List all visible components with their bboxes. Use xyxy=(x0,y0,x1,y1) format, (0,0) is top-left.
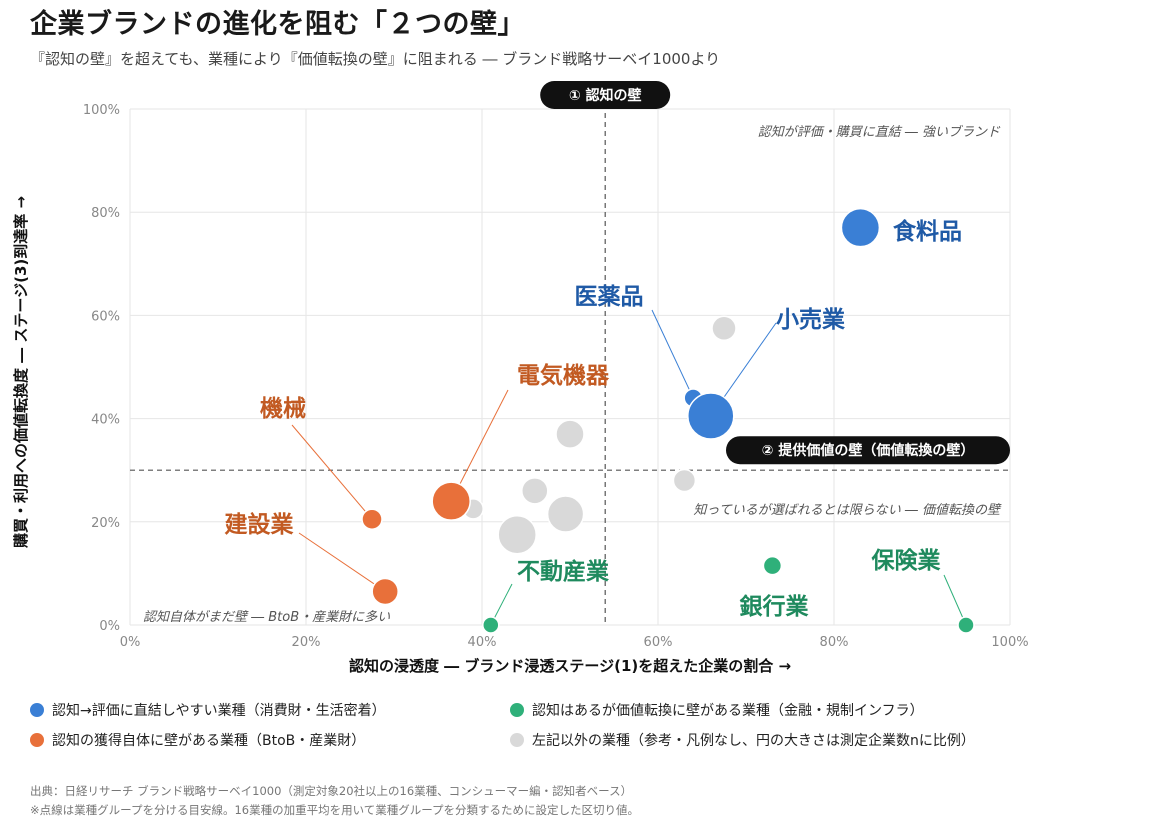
annotation-top-right: 認知が評価・購買に直結 ― 強いブランド xyxy=(758,124,1001,140)
point-label: 機械 xyxy=(260,396,306,422)
legend-label-blue: 認知→評価に直結しやすい業種（消費財・生活密着） xyxy=(52,703,386,719)
legend-item-green: 認知はあるが価値転換に壁がある業種（金融・規制インフラ） xyxy=(510,700,924,720)
point-gray xyxy=(546,495,585,533)
x-tick-label: 40% xyxy=(468,635,497,650)
point-green xyxy=(957,616,975,634)
legend-label-green: 認知はあるが価値転換に壁がある業種（金融・規制インフラ） xyxy=(532,703,924,719)
point-label: 小売業 xyxy=(776,306,846,333)
point-gray xyxy=(672,468,697,493)
y-axis-label: 購買・利用への価値転換度 ― ステージ(3)到達率 → xyxy=(12,196,30,549)
y-tick-label: 40% xyxy=(91,413,120,428)
legend-item-gray: 左記以外の業種（参考・凡例なし、円の大きさは測定企業数nに比例） xyxy=(510,730,975,750)
legend-label-orange: 認知の獲得自体に壁がある業種（BtoB・産業財） xyxy=(52,733,366,749)
legend-swatch-orange xyxy=(30,733,44,747)
legend-item-orange: 認知の獲得自体に壁がある業種（BtoB・産業財） xyxy=(30,730,365,750)
x-tick-label: 20% xyxy=(292,635,321,650)
point-label: 銀行業 xyxy=(740,593,810,620)
badge-cognition-wall: ① 認知の壁 xyxy=(569,87,642,104)
x-axis-label: 認知の浸透度 ― ブランド浸透ステージ(1)を超えた企業の割合 → xyxy=(349,657,791,675)
point-label: 医薬品 xyxy=(575,284,644,310)
leader-line xyxy=(651,309,694,399)
y-tick-label: 0% xyxy=(99,619,120,634)
source-note: 出典：日経リサーチ ブランド戦略サーベイ1000（測定対象20社以上の16業種、… xyxy=(30,784,633,798)
x-tick-label: 0% xyxy=(120,635,141,650)
point-gray xyxy=(521,477,549,505)
x-tick-label: 80% xyxy=(820,635,849,650)
point-gray xyxy=(555,419,585,449)
scatter-chart: 0%0% 20% 20% 40% 40% 60% 60% 80% 80% 100% 100% ① 認知… xyxy=(12,81,1029,675)
legend-swatch-gray xyxy=(510,733,524,747)
leader-line xyxy=(298,532,386,592)
leader-line xyxy=(291,424,373,520)
point-orange xyxy=(431,481,471,521)
page-subtitle: 『認知の壁』を超えても、業種により『価値転換の壁』に阻まれる ― ブランド戦略サ… xyxy=(30,50,721,68)
point-blue xyxy=(840,207,881,248)
point-green xyxy=(482,616,500,634)
y-tick-label: 20% xyxy=(91,516,120,531)
badge-value-wall: ② 提供価値の壁（価値転換の壁） xyxy=(762,442,975,459)
annotation-bottom-left: 認知自体がまだ壁 ― BtoB・産業財に多い xyxy=(143,610,390,625)
leader-line xyxy=(943,574,967,626)
leader-line xyxy=(450,389,509,502)
legend-swatch-blue xyxy=(30,703,44,717)
point-orange xyxy=(371,577,399,606)
annotation-mid-right: 知っているが選ばれるとは限らない ― 価値転換の壁 xyxy=(693,503,1002,518)
y-tick-label: 100% xyxy=(83,103,120,118)
badge-cognition-wall-bg xyxy=(540,81,671,109)
legend-swatch-green xyxy=(510,703,524,717)
point-label: 不動産業 xyxy=(517,558,610,585)
point-green xyxy=(762,555,783,576)
point-label: 建設業 xyxy=(225,511,295,538)
legend-label-gray: 左記以外の業種（参考・凡例なし、円の大きさは測定企業数nに比例） xyxy=(532,733,975,749)
legend-item-blue: 認知→評価に直結しやすい業種（消費財・生活密着） xyxy=(30,700,386,720)
point-label: 電気機器 xyxy=(517,362,610,389)
point-gray xyxy=(711,315,737,342)
point-label: 保険業 xyxy=(871,547,942,574)
point-label: 食料品 xyxy=(893,218,962,245)
x-tick-label: 100% xyxy=(991,635,1028,650)
badge-value-wall-bg xyxy=(726,436,1010,465)
point-orange xyxy=(361,508,383,530)
point-gray xyxy=(497,514,537,555)
page-title: 企業ブランドの進化を阻む「２つの壁」 xyxy=(30,9,525,40)
footnote: ※点線は業種グループを分ける目安線。16業種の加重平均を用いて業種グループを分類… xyxy=(30,803,640,817)
point-blue xyxy=(687,392,735,440)
y-tick-label: 60% xyxy=(91,309,120,324)
y-tick-label: 80% xyxy=(91,206,120,221)
x-tick-label: 60% xyxy=(644,635,673,650)
